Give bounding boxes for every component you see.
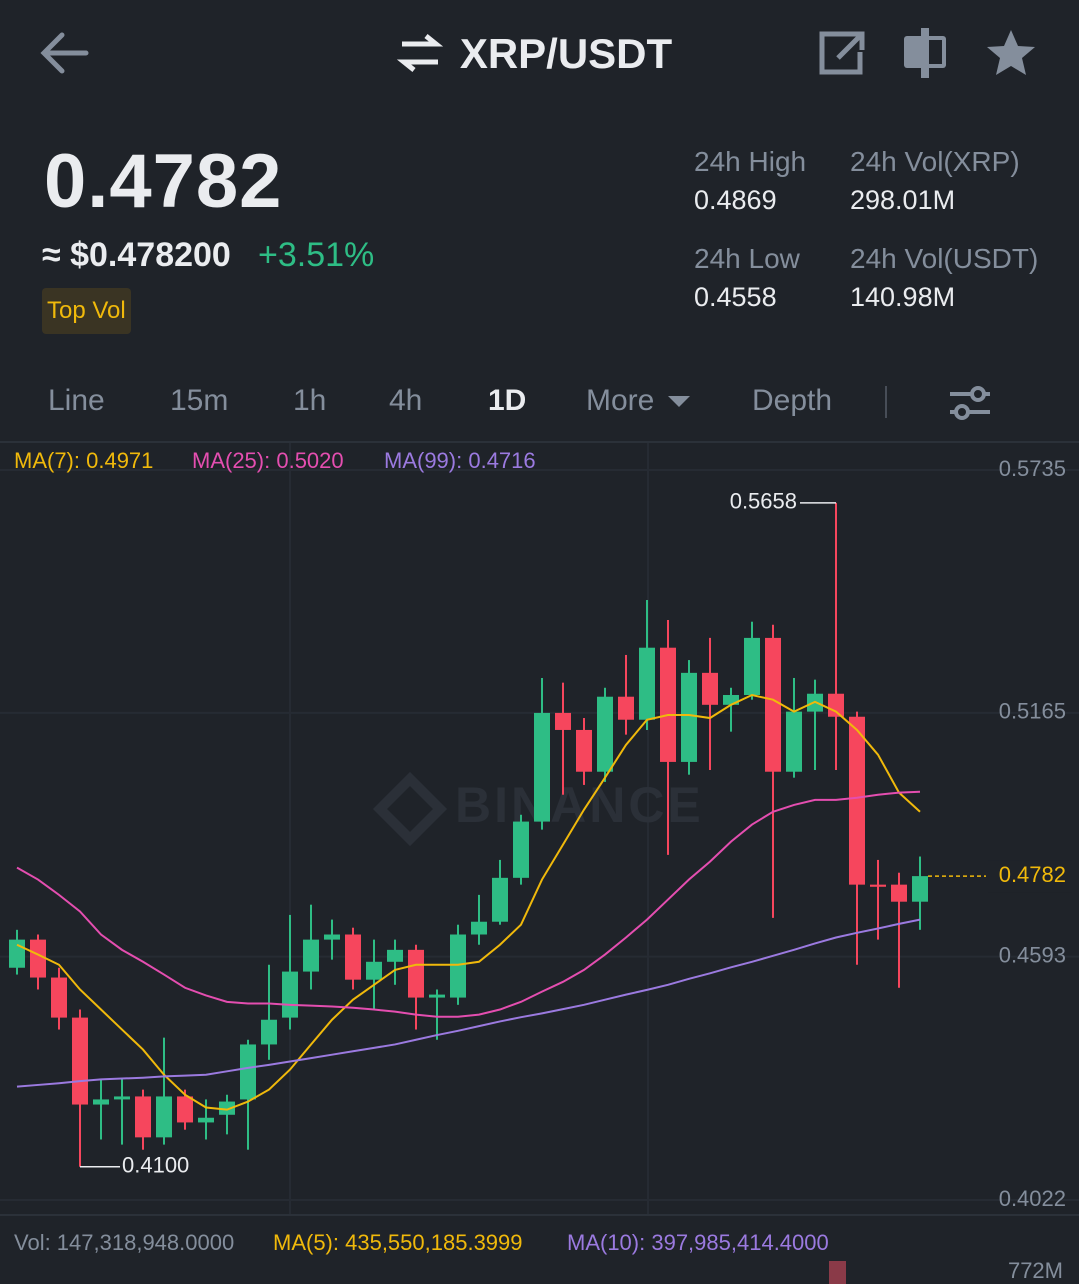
candle-body: [786, 711, 802, 772]
swap-icon[interactable]: [396, 34, 444, 72]
y-tick-label: 0.4593: [999, 942, 1066, 967]
candle-body: [618, 696, 634, 720]
legend-entry: MA(7): 0.4971: [14, 448, 153, 473]
candle-body: [198, 1117, 214, 1123]
candle-body: [72, 1017, 88, 1105]
tab[interactable]: 1D: [488, 384, 527, 417]
candle-body: [219, 1101, 235, 1115]
candle-body: [534, 712, 550, 822]
candle-body: [9, 939, 25, 968]
candle-body: [324, 934, 340, 940]
chart: 0.5735 0.5165 0.4593 0.4022 BINANCE MA(7): 0.…: [0, 443, 1079, 1284]
candle-body: [261, 1019, 277, 1045]
candle-body: [849, 716, 865, 885]
candle-body: [765, 637, 781, 772]
stat-value: 298.01M: [850, 185, 956, 215]
candle-body: [744, 637, 760, 696]
favorite-icon[interactable]: [987, 30, 1035, 75]
tab[interactable]: Depth: [752, 384, 833, 417]
tab[interactable]: More: [586, 384, 655, 417]
top-bar: XRP/USDT: [40, 28, 1035, 78]
volume-ma10: MA(10): 397,985,414.4000: [567, 1230, 829, 1255]
candle-body: [408, 949, 424, 998]
candle-body: [345, 934, 361, 980]
tab[interactable]: 15m: [170, 384, 229, 417]
candle-body: [51, 977, 67, 1018]
candle-body: [891, 884, 907, 902]
volume-bar: [829, 1261, 846, 1284]
settings-icon[interactable]: [950, 386, 990, 420]
ma-line: [16, 693, 921, 1111]
candle-body: [366, 961, 382, 980]
stat-label: 24h High: [694, 146, 807, 177]
y-tick-label: 0.5165: [999, 699, 1066, 724]
tab-decor: [0, 386, 1079, 443]
stat-label: 24h Vol(USDT): [850, 243, 1039, 274]
candle-body: [282, 971, 298, 1018]
candle-body: [114, 1096, 130, 1100]
watermark-logo: [372, 771, 448, 847]
share-icon[interactable]: [819, 31, 865, 75]
compare-icon[interactable]: [904, 28, 946, 78]
candle-body: [93, 1099, 109, 1105]
candle-body: [471, 921, 487, 935]
volume-axis-label: 772M: [1008, 1258, 1063, 1283]
pair-title: XRP/USDT: [460, 30, 673, 77]
candle-body: [513, 821, 529, 878]
candle-body: [912, 876, 928, 902]
price-change: +3.51%: [258, 236, 375, 274]
candle-body: [135, 1096, 151, 1138]
candle-body: [576, 729, 592, 772]
last-price: 0.4782: [44, 139, 283, 224]
stat-label: 24h Low: [694, 243, 800, 274]
back-button[interactable]: [40, 32, 89, 74]
ma-line: [16, 918, 921, 1088]
top-vol-badge: Top Vol: [42, 288, 131, 334]
candle-body: [177, 1096, 193, 1123]
volume-label: Vol: 147,318,948.0000: [14, 1230, 234, 1255]
y-tick-label: 0.5735: [999, 456, 1066, 481]
candle-body: [30, 939, 46, 978]
candle-body: [303, 939, 319, 972]
candle-body: [555, 712, 571, 730]
low-label: 0.4100: [122, 1153, 189, 1178]
tab[interactable]: 4h: [389, 384, 423, 417]
candle-body: [597, 696, 613, 772]
candle-body: [387, 949, 403, 962]
y-tick-label: 0.4022: [999, 1186, 1066, 1211]
candle-body: [723, 695, 739, 705]
candle-body: [870, 884, 886, 887]
candle-body: [492, 877, 508, 922]
watermark: BINANCE: [455, 777, 704, 833]
candle-body: [828, 693, 844, 717]
fiat-price: ≈ $0.478200: [42, 236, 231, 274]
ma-line: [16, 790, 921, 1018]
candle-body: [681, 672, 697, 762]
volume-ma5: MA(5): 435,550,185.3999: [273, 1230, 523, 1255]
candle-body: [702, 672, 718, 705]
last-price-box: [988, 860, 1072, 893]
stat-label: 24h Vol(XRP): [850, 146, 1020, 177]
last-price-label: 0.4782: [999, 862, 1066, 887]
legend-entry: MA(25): 0.5020: [192, 448, 344, 473]
stat-value: 0.4869: [694, 185, 777, 215]
stat-value: 0.4558: [694, 282, 777, 312]
tab[interactable]: Line: [48, 384, 105, 417]
legend-entry: MA(99): 0.4716: [384, 448, 536, 473]
high-label: 0.5658: [730, 489, 797, 514]
more-arrow[interactable]: [668, 396, 690, 407]
candle-body: [639, 647, 655, 720]
stat-value: 140.98M: [850, 282, 956, 312]
candle-body: [429, 994, 445, 998]
candle-body: [156, 1096, 172, 1138]
candle-body: [660, 647, 676, 762]
tab[interactable]: 1h: [293, 384, 327, 417]
candle-body: [450, 934, 466, 998]
candle-body: [240, 1044, 256, 1100]
